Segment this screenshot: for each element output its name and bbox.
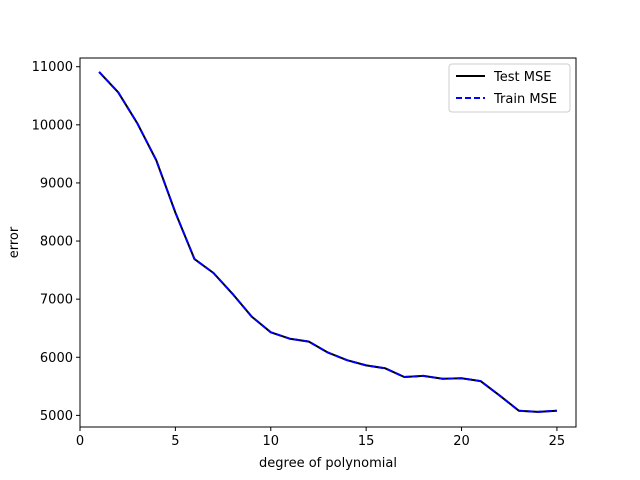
y-axis-label: error bbox=[7, 226, 22, 258]
x-tick-label: 20 bbox=[453, 434, 470, 449]
y-tick-label: 7000 bbox=[40, 293, 73, 308]
y-tick-label: 10000 bbox=[32, 118, 73, 133]
x-tick-label: 15 bbox=[358, 434, 375, 449]
legend: Test MSE Train MSE bbox=[448, 63, 571, 113]
x-tick-label: 10 bbox=[262, 434, 279, 449]
y-tick-label: 6000 bbox=[40, 351, 73, 366]
series-layer bbox=[98, 71, 557, 413]
legend-label-train-mse: Train MSE bbox=[493, 92, 557, 107]
y-tick-label: 11000 bbox=[32, 60, 73, 75]
series-line-train-mse bbox=[98, 71, 557, 413]
y-tick-label: 9000 bbox=[40, 176, 73, 191]
plot-frame bbox=[79, 57, 577, 428]
x-axis-label: degree of polynomial bbox=[259, 456, 397, 471]
x-tick-label: 0 bbox=[76, 434, 84, 449]
y-tick-label: 8000 bbox=[40, 235, 73, 250]
y-tick-label: 5000 bbox=[40, 409, 73, 424]
x-tick-label: 25 bbox=[549, 434, 566, 449]
x-tick-label: 5 bbox=[171, 434, 179, 449]
plot-background bbox=[80, 58, 576, 427]
x-ticks: 0 5 10 15 20 25 bbox=[76, 427, 565, 449]
y-ticks: 5000 6000 7000 8000 9000 10000 11000 bbox=[32, 60, 80, 424]
legend-label-test-mse: Test MSE bbox=[493, 70, 551, 85]
